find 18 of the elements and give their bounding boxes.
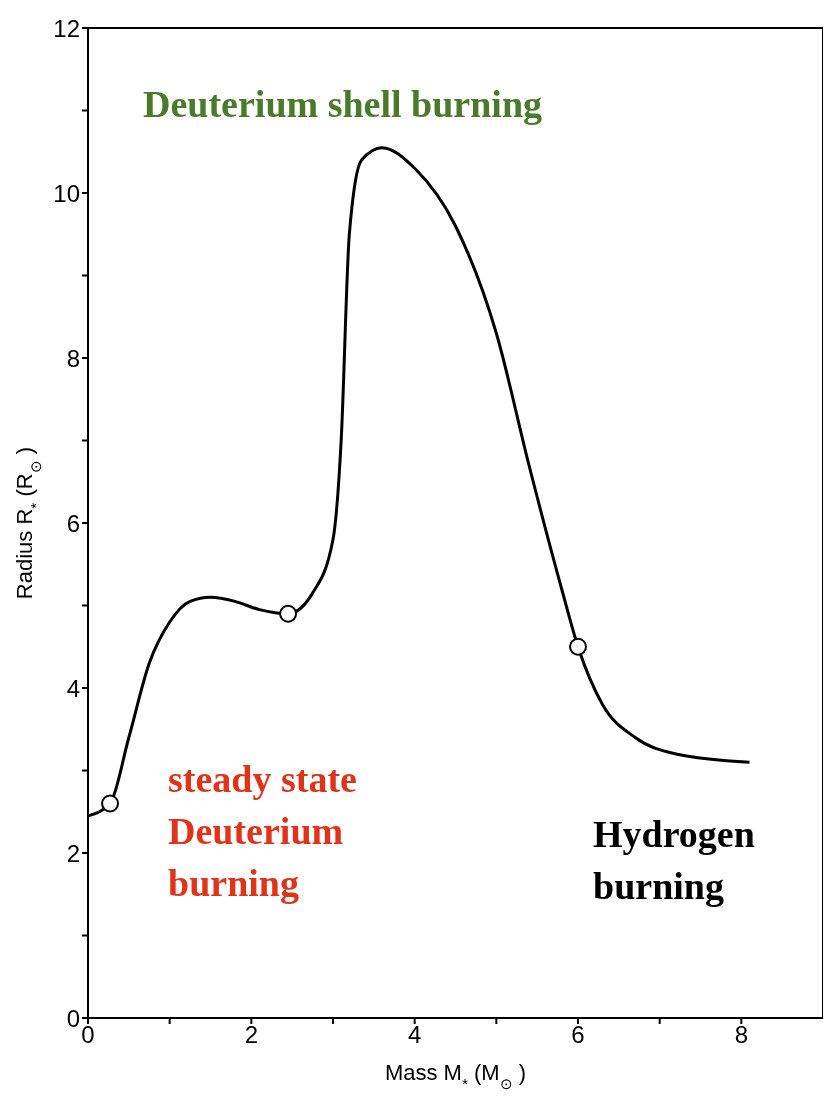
annotation: Deuterium shell burning bbox=[143, 82, 543, 127]
x-tick-label: 8 bbox=[734, 1021, 749, 1049]
x-tick-label: 4 bbox=[407, 1021, 422, 1049]
y-tick-label: 4 bbox=[66, 674, 80, 702]
y-tick-label: 6 bbox=[66, 509, 80, 537]
annotation: steady state Deuterium burning bbox=[168, 757, 357, 906]
point bbox=[569, 637, 587, 656]
annotation: Hydrogen burning bbox=[593, 812, 755, 909]
y-tick-label: 10 bbox=[53, 179, 80, 207]
x-axis-title: Mass M$_{*}$ (M$_{⊙}$) bbox=[384, 1060, 527, 1092]
y-tick-label: 12 bbox=[53, 14, 80, 42]
point bbox=[101, 794, 120, 813]
y-tick-label: 0 bbox=[66, 1004, 80, 1032]
x-tick-label: 2 bbox=[244, 1021, 259, 1049]
point bbox=[279, 604, 298, 623]
y-tick-label: 2 bbox=[66, 839, 80, 867]
x-tick-label: 6 bbox=[571, 1021, 585, 1049]
y-tick-label: 8 bbox=[66, 344, 80, 372]
